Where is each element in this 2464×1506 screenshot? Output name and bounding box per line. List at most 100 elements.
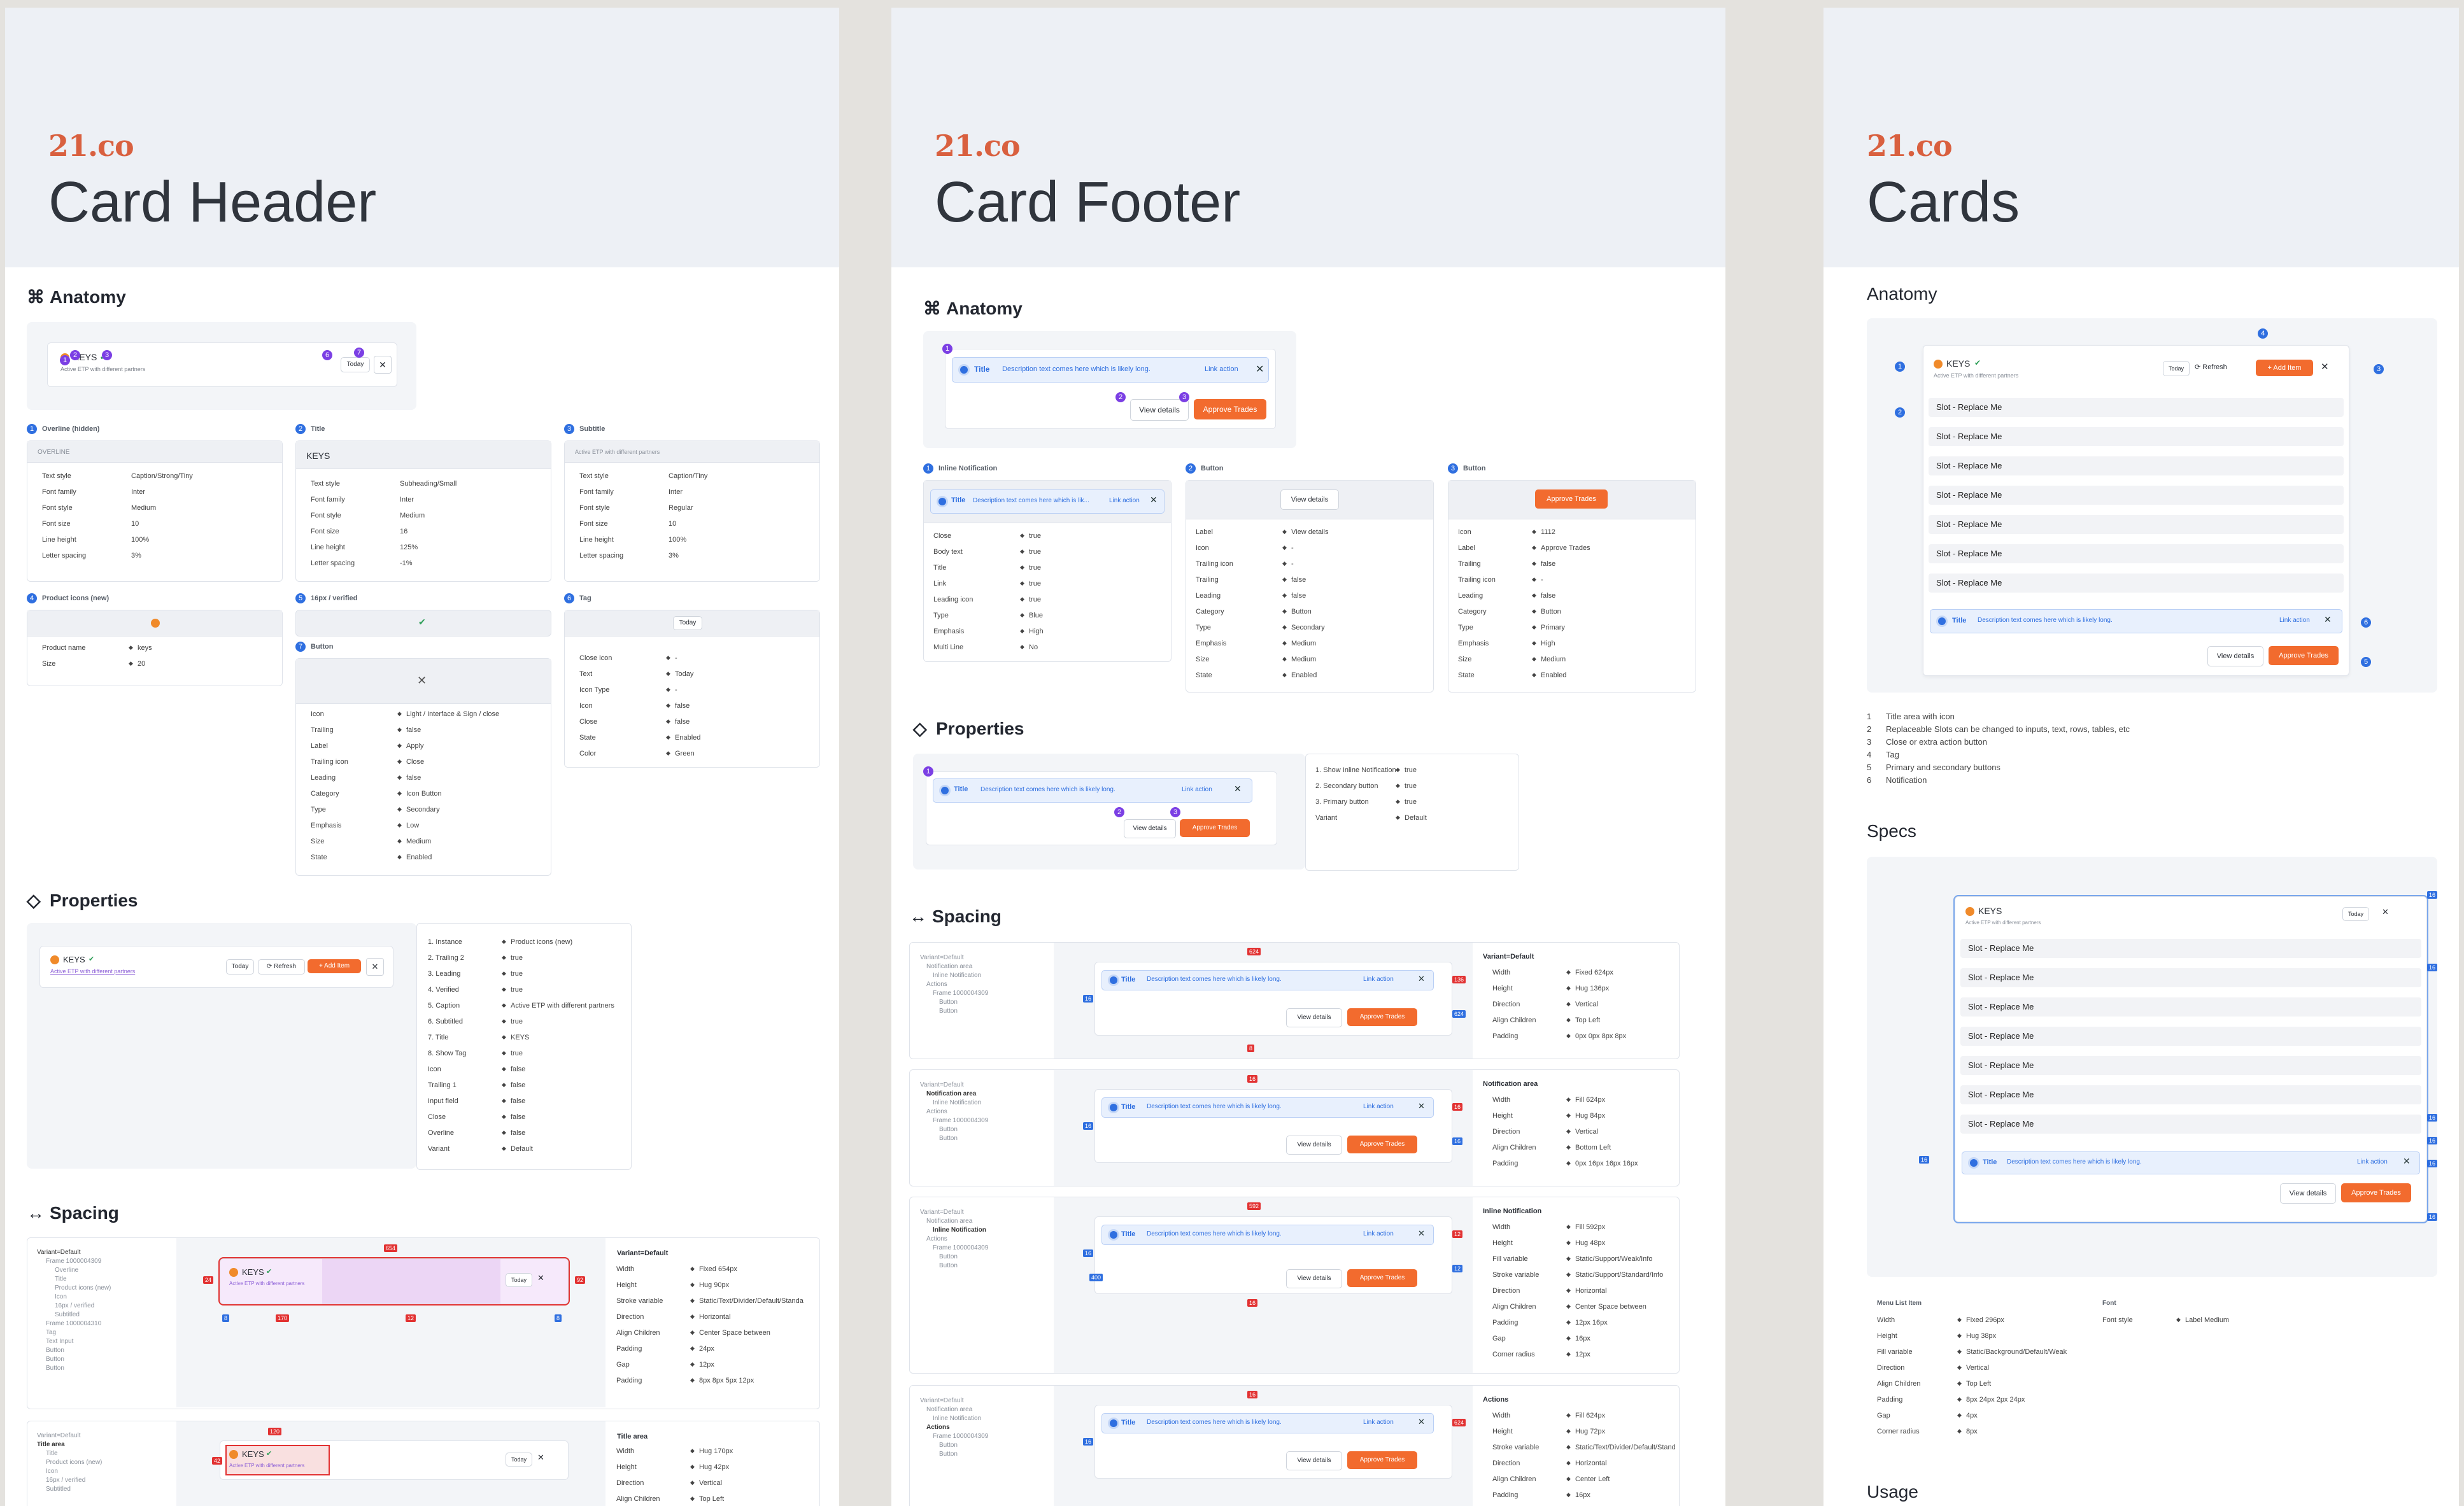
layer-item: Title area [37,1441,65,1448]
layer-item: Button [939,1253,958,1260]
today-tag[interactable]: Today [226,959,254,975]
slot-item[interactable]: Slot - Replace Me [1960,1115,2421,1134]
property-icon: ◆ [1020,596,1024,602]
spec-value: Apply [406,742,424,750]
layer-item: Subtitled [46,1486,71,1493]
board-header: 21.co Card Footer [891,8,1725,267]
info-icon [1110,976,1117,984]
spec-value: true [1029,596,1041,603]
refresh-button[interactable]: ⟳ Refresh [2195,363,2227,371]
slot-item[interactable]: Slot - Replace Me [1960,997,2421,1017]
badge-7: 7 [354,348,364,358]
legend-text: Notification [1886,775,1927,785]
close-icon[interactable]: ✕ [2324,614,2332,624]
spec-value: Primary [1541,624,1565,631]
spec-row: 3. Leading ◆ true [428,970,657,986]
spec-row: Line height 125% [311,544,540,559]
slot-item[interactable]: Slot - Replace Me [1929,574,2344,593]
spec-row: Height ◆ Hug 90px [616,1281,839,1297]
spec-key: Font style [2102,1316,2133,1324]
link-action[interactable]: Link action [1205,365,1238,373]
anatomy-preview: KEYS ✔ Active ETP with different partner… [27,322,416,410]
spec-row: Variant ◆ Default [428,1145,657,1161]
property-icon: ◆ [1566,1428,1571,1434]
slot-item[interactable]: Slot - Replace Me [1929,456,2344,475]
spec-key: Icon Type [579,686,610,694]
spec-key: State [1196,672,1212,679]
property-icon: ◆ [1532,576,1536,582]
property-icon: ◆ [1532,560,1536,567]
spec-row: Font family Inter [311,496,540,512]
spec-row: Width ◆ Fixed 654px [616,1265,839,1281]
view-details-button: View details [1286,1451,1342,1470]
add-item-button[interactable]: + Add Item [308,959,361,973]
slot-item[interactable]: Slot - Replace Me [1929,515,2344,534]
property-icon: ◆ [502,1145,506,1151]
spacing-head: Inline Notification [1483,1207,1542,1215]
spec-value: Bottom Left [1575,1144,1611,1151]
spec-row: Emphasis ◆ Medium [1196,640,1425,656]
slot-item[interactable]: Slot - Replace Me [1960,1027,2421,1046]
slot-item[interactable]: Slot - Replace Me [1960,939,2421,958]
slot-item[interactable]: Slot - Replace Me [1929,486,2344,505]
property-icon: ◆ [1957,1316,1962,1323]
slot-item[interactable]: Slot - Replace Me [1960,1056,2421,1075]
spec-key: Label [1458,544,1475,552]
link-action[interactable]: Link action [2279,617,2310,624]
spec-row: Category ◆ Button [1458,608,1687,624]
close-icon[interactable]: ✕ [366,958,384,976]
inline-notification: Title Description text comes here which … [930,489,1165,514]
spec-value: High [1541,640,1555,647]
add-item-button[interactable]: + Add Item [2256,360,2313,376]
close-icon[interactable]: ✕ [2321,362,2329,372]
spec-key: Icon [1196,544,1209,552]
badge-2: 2 [1895,407,1905,418]
slot-item[interactable]: Slot - Replace Me [1929,398,2344,417]
arrows-horizontal-icon: ↔ [27,1203,45,1223]
property-icon: ◆ [1282,592,1287,598]
view-details-button[interactable]: View details [2207,646,2263,666]
spec-key: Trailing icon [1458,576,1496,584]
spacing-badge: 624 [1247,948,1261,955]
spec-key: Padding [1492,1319,1519,1327]
today-tag[interactable]: Today [341,357,370,372]
section-anatomy: Anatomy [1867,284,1937,304]
spec-row: Category ◆ Icon Button [311,790,540,806]
property-icon: ◆ [1396,782,1400,789]
slot-item[interactable]: Slot - Replace Me [1960,1085,2421,1104]
spec-value: true [1029,548,1041,556]
property-icon: ◆ [1957,1348,1962,1355]
font-head: Font [2102,1300,2116,1307]
slot-item[interactable]: Slot - Replace Me [1929,427,2344,446]
spec-key: Size [311,838,325,845]
spec-value: false [511,1066,526,1073]
approve-trades-button[interactable]: Approve Trades [1194,399,1266,419]
view-details-button[interactable]: View details [1130,399,1189,421]
slot-item[interactable]: Slot - Replace Me [1929,544,2344,563]
approve-trades-button[interactable]: Approve Trades [2269,646,2339,665]
spec-value: 4px [1966,1412,1978,1419]
spacing-badge: 16 [1247,1075,1258,1083]
property-icon: ◆ [1282,576,1287,582]
spec-key: Height [616,1463,637,1471]
refresh-button[interactable]: ⟳ Refresh [258,959,305,975]
spec-row: Line height 100% [42,536,271,552]
spec-row: Close icon ◆ - [579,654,809,670]
close-icon: ✕ [1150,495,1158,505]
card-sample: KEYS Active ETP with different partners … [1953,895,2428,1223]
spec-key: Letter spacing [579,552,624,559]
today-tag[interactable]: Today [2163,361,2190,376]
spec-value: Hug 90px [699,1281,730,1289]
close-icon[interactable]: ✕ [374,356,392,374]
spec-value: Medium [131,504,157,512]
badge-2: 2 [1114,807,1124,817]
spec-value: Secondary [406,806,440,813]
spec-key: Variant [428,1145,450,1153]
slot-item[interactable]: Slot - Replace Me [1960,968,2421,987]
card-footer-board: 21.co Card Footer ⌘ Anatomy Title Descrip… [891,8,1725,1506]
spec-row: Font style Medium [42,504,271,520]
spec-key: 2. Trailing 2 [428,954,464,962]
close-icon[interactable]: ✕ [1256,364,1264,375]
property-icon: ◆ [1566,1475,1571,1482]
spec-row: Direction ◆ Vertical [616,1479,839,1495]
